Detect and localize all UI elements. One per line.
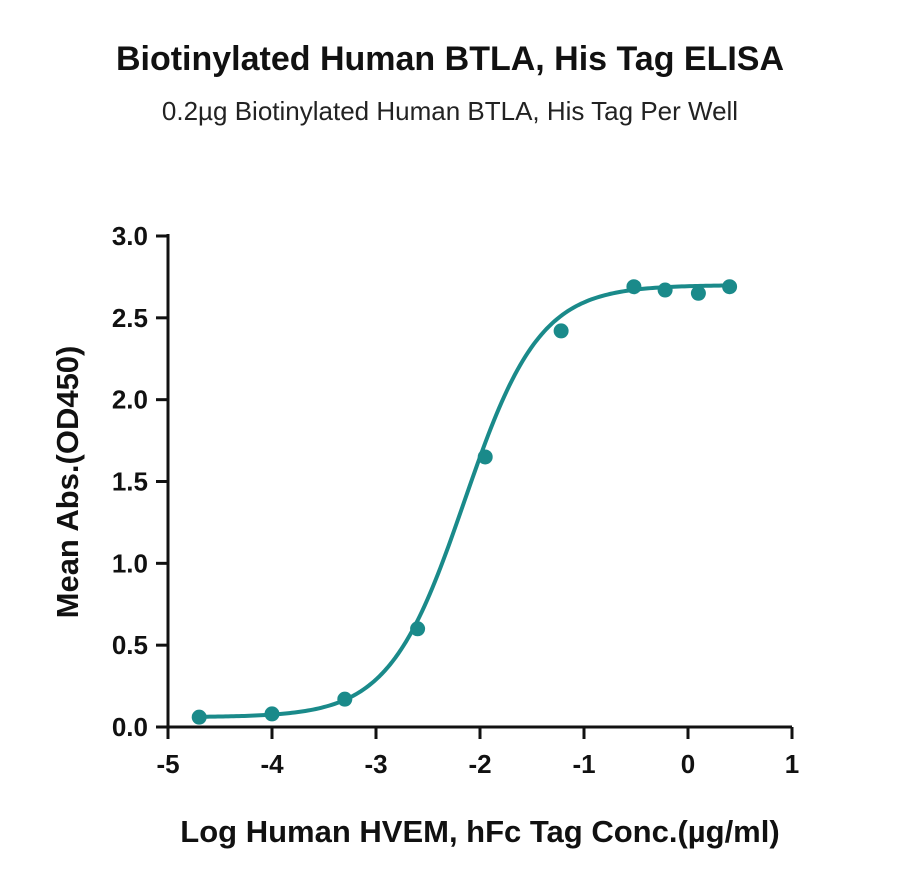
- x-tick-label: -1: [572, 749, 595, 779]
- fit-curve-layer: [199, 283, 730, 719]
- y-tick-label: 1.5: [112, 467, 148, 497]
- data-point: [553, 323, 569, 339]
- data-point: [657, 282, 673, 298]
- data-points-layer: [191, 279, 738, 725]
- data-point: [264, 706, 280, 722]
- axes: 0.0 0.5 1.0 1.5 2.0 2.5 3.0 -5 -4 -3 -2 -1 0 1: [112, 221, 799, 779]
- x-tick-label: 0: [681, 749, 695, 779]
- x-tick-label: -5: [156, 749, 179, 779]
- data-point: [626, 279, 642, 295]
- y-axis-label: Mean Abs.(OD450): [50, 346, 85, 619]
- chart-subtitle: 0.2µg Biotinylated Human BTLA, His Tag P…: [161, 96, 739, 126]
- x-axis-label: Log Human HVEM, hFc Tag Conc.(µg/ml): [180, 814, 779, 849]
- data-point: [690, 285, 706, 301]
- y-tick-label: 1.0: [112, 548, 148, 578]
- y-tick-label: 2.0: [112, 385, 148, 415]
- data-point: [722, 279, 738, 295]
- data-point: [337, 691, 353, 707]
- chart-title: Biotinylated Human BTLA, His Tag ELISA: [115, 40, 785, 78]
- data-point: [410, 621, 426, 637]
- x-tick-label: -3: [364, 749, 387, 779]
- data-point: [477, 449, 493, 465]
- fit-curve: [199, 283, 730, 719]
- y-tick-label: 3.0: [112, 221, 148, 251]
- x-tick-label: -2: [468, 749, 491, 779]
- x-tick-label: -4: [260, 749, 284, 779]
- x-tick-label: 1: [785, 749, 799, 779]
- y-tick-label: 2.5: [112, 303, 148, 333]
- y-tick-label: 0.5: [112, 630, 148, 660]
- y-tick-label: 0.0: [112, 712, 148, 742]
- data-point: [191, 709, 207, 725]
